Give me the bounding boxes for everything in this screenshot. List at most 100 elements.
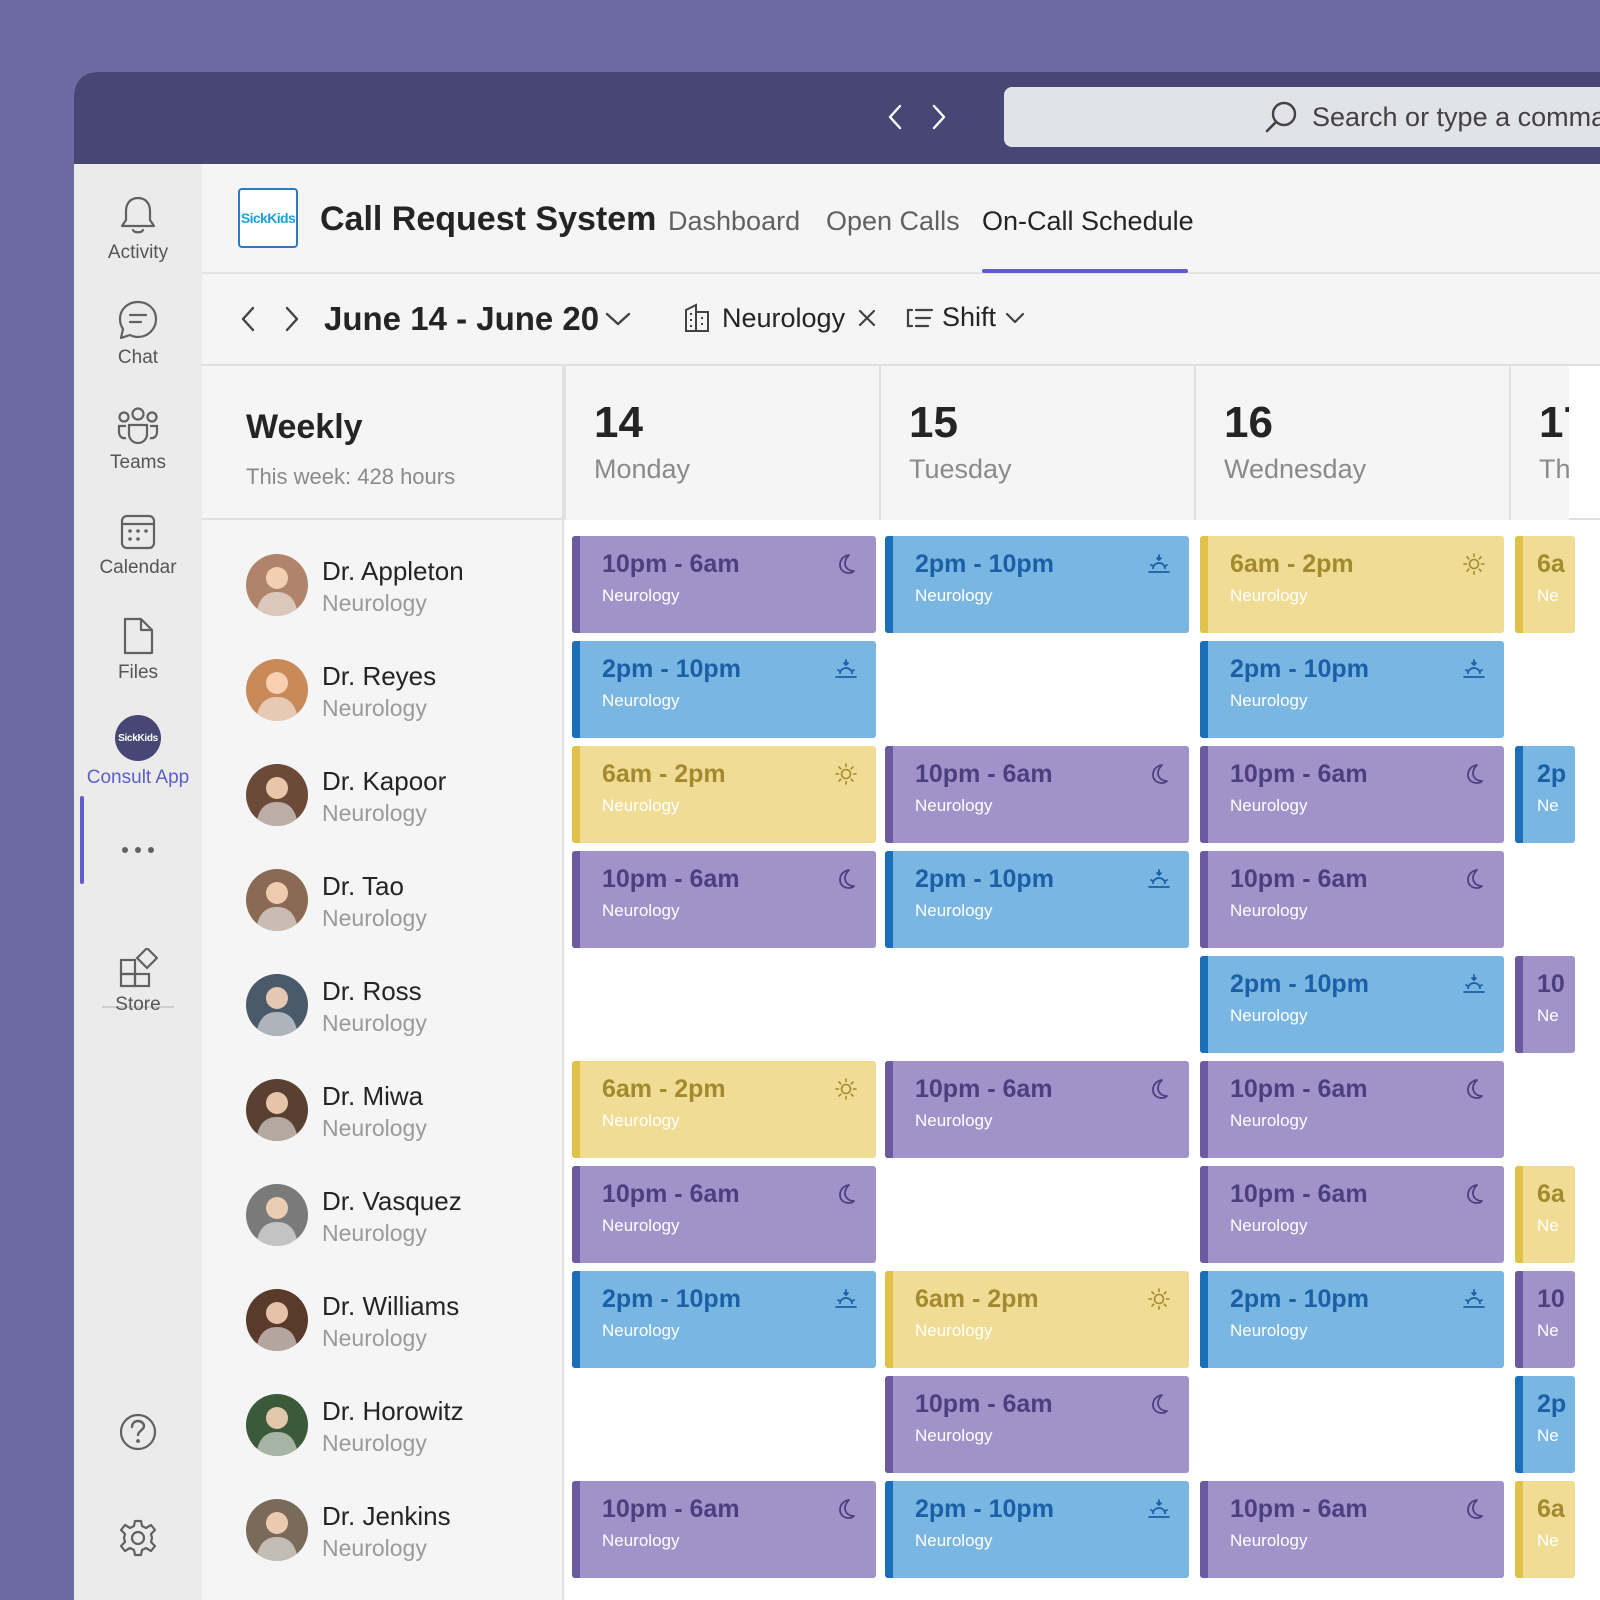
search-input[interactable]: Search or type a comma (1004, 87, 1600, 147)
day-name: Monday (594, 454, 691, 484)
shift-block[interactable]: 6am - 2pm Neurology (885, 1271, 1189, 1368)
shift-block[interactable]: 2pm - 10pm Neurology (1200, 1271, 1504, 1368)
shift-block[interactable]: 10pm - 6am Neurology (1200, 1166, 1504, 1263)
shift-block[interactable]: 10pm - 6am Neurology (1200, 746, 1504, 843)
shift-accent-bar (885, 1061, 893, 1158)
sickkids-icon-wrap: SickKids (115, 713, 161, 761)
shift-block[interactable]: 6a Ne (1515, 1481, 1575, 1578)
sunset-icon (834, 657, 858, 681)
shift-time: 6am - 2pm (602, 760, 726, 788)
shift-block[interactable]: 6a Ne (1515, 1166, 1575, 1263)
shift-department: Neurology (915, 1426, 993, 1445)
shift-block[interactable]: 2pm - 10pm Neurology (885, 851, 1189, 948)
department-filter-label: Neurology (722, 302, 846, 333)
shift-block[interactable]: 10pm - 6am Neurology (885, 1376, 1189, 1473)
shift-block[interactable]: 2pm - 10pm Neurology (572, 641, 876, 738)
shift-accent-bar (1515, 1271, 1523, 1368)
shift-department: Neurology (1230, 796, 1308, 815)
day-number: 16 (1224, 398, 1273, 447)
shift-block[interactable]: 2p Ne (1515, 746, 1575, 843)
forward-arrow-icon[interactable] (924, 102, 954, 132)
moon-icon (1462, 762, 1486, 786)
shift-block[interactable]: 6a Ne (1515, 536, 1575, 633)
shift-department: Ne (1537, 1321, 1559, 1340)
app-header: SickKids Call Request System Dashboard O… (202, 164, 1600, 274)
help-button[interactable] (74, 1404, 202, 1464)
prev-week-button[interactable] (240, 306, 256, 337)
shift-department: Neurology (915, 796, 993, 815)
shift-time: 6am - 2pm (1230, 550, 1354, 578)
shift-block[interactable]: 2pm - 10pm Neurology (572, 1271, 876, 1368)
shift-department: Ne (1537, 586, 1559, 605)
person-row[interactable]: Dr. Kapoor Neurology (202, 738, 564, 843)
person-row[interactable]: Dr. Appleton Neurology (202, 528, 564, 633)
shift-department: Neurology (1230, 1216, 1308, 1235)
shift-block[interactable]: 10pm - 6am Neurology (572, 536, 876, 633)
shift-block[interactable]: 6am - 2pm Neurology (1200, 536, 1504, 633)
rail-label-teams: Teams (110, 452, 166, 473)
rail-item-consult-app[interactable]: SickKids Consult App (74, 713, 202, 813)
shift-block[interactable]: 10pm - 6am Neurology (885, 1061, 1189, 1158)
shift-block[interactable]: 10pm - 6am Neurology (1200, 1061, 1504, 1158)
settings-button[interactable] (74, 1510, 202, 1570)
rail-label-files: Files (117, 662, 159, 683)
shift-time: 10pm - 6am (915, 1390, 1053, 1418)
doctor-department: Neurology (322, 1115, 427, 1141)
person-row[interactable]: Dr. Reyes Neurology (202, 633, 564, 738)
more-apps-button[interactable] (74, 824, 202, 864)
shift-block[interactable]: 2p Ne (1515, 1376, 1575, 1473)
shift-accent-bar (1200, 746, 1208, 843)
app-title: Call Request System (320, 200, 657, 238)
shift-block[interactable]: 10 Ne (1515, 956, 1575, 1053)
department-filter[interactable]: Neurology (682, 302, 877, 334)
tab-on-call-schedule[interactable]: On-Call Schedule (982, 206, 1194, 236)
shift-block[interactable]: 2pm - 10pm Neurology (885, 536, 1189, 633)
chevron-down-icon (604, 310, 632, 333)
sunset-icon (1147, 1497, 1171, 1521)
person-row[interactable]: Dr. Horowitz Neurology (202, 1368, 564, 1473)
date-range-label[interactable]: June 14 - June 20 (324, 300, 600, 337)
rail-item-store[interactable]: Store (74, 940, 202, 1040)
rail-item-teams[interactable]: Teams (74, 398, 202, 498)
doctor-name: Dr. Jenkins (322, 1501, 451, 1531)
shift-block[interactable]: 2pm - 10pm Neurology (885, 1481, 1189, 1578)
shift-block[interactable]: 6am - 2pm Neurology (572, 1061, 876, 1158)
tab-dashboard[interactable]: Dashboard (668, 206, 801, 236)
shift-block[interactable]: 2pm - 10pm Neurology (1200, 956, 1504, 1053)
shift-accent-bar (572, 1166, 580, 1263)
clear-filter-icon[interactable] (857, 308, 877, 328)
rail-label-activity: Activity (107, 242, 169, 263)
next-week-button[interactable] (284, 306, 300, 337)
back-arrow-icon[interactable] (880, 102, 910, 132)
shift-department: Ne (1537, 1216, 1559, 1235)
shift-block[interactable]: 10pm - 6am Neurology (572, 851, 876, 948)
person-row[interactable]: Dr. Miwa Neurology (202, 1053, 564, 1158)
rail-item-chat[interactable]: Chat (74, 293, 202, 393)
shift-block[interactable]: 6am - 2pm Neurology (572, 746, 876, 843)
rail-item-calendar[interactable]: Calendar (74, 503, 202, 603)
doctor-department: Neurology (322, 590, 427, 616)
chevron-down-icon (1004, 311, 1026, 325)
shift-block[interactable]: 10pm - 6am Neurology (1200, 1481, 1504, 1578)
tab-open-calls[interactable]: Open Calls (826, 206, 960, 236)
search-icon (1264, 100, 1298, 134)
doctor-name: Dr. Williams (322, 1291, 460, 1321)
group-by-dropdown[interactable]: Shift (904, 302, 1026, 333)
shift-block[interactable]: 10pm - 6am Neurology (572, 1166, 876, 1263)
shift-block[interactable]: 10pm - 6am Neurology (885, 746, 1189, 843)
rail-item-files[interactable]: Files (74, 608, 202, 708)
shift-block[interactable]: 10pm - 6am Neurology (1200, 851, 1504, 948)
person-row[interactable]: Dr. Jenkins Neurology (202, 1473, 564, 1578)
rail-label-calendar: Calendar (99, 557, 177, 578)
shift-block[interactable]: 10 Ne (1515, 1271, 1575, 1368)
shift-department: Neurology (602, 1531, 680, 1550)
person-row[interactable]: Dr. Ross Neurology (202, 948, 564, 1053)
list-filter-icon (904, 306, 934, 330)
shift-block[interactable]: 10pm - 6am Neurology (572, 1481, 876, 1578)
rail-item-activity[interactable]: Activity (74, 188, 202, 288)
date-range-dropdown[interactable] (604, 310, 632, 333)
person-row[interactable]: Dr. Tao Neurology (202, 843, 564, 948)
shift-block[interactable]: 2pm - 10pm Neurology (1200, 641, 1504, 738)
person-row[interactable]: Dr. Vasquez Neurology (202, 1158, 564, 1263)
person-row[interactable]: Dr. Williams Neurology (202, 1263, 564, 1368)
